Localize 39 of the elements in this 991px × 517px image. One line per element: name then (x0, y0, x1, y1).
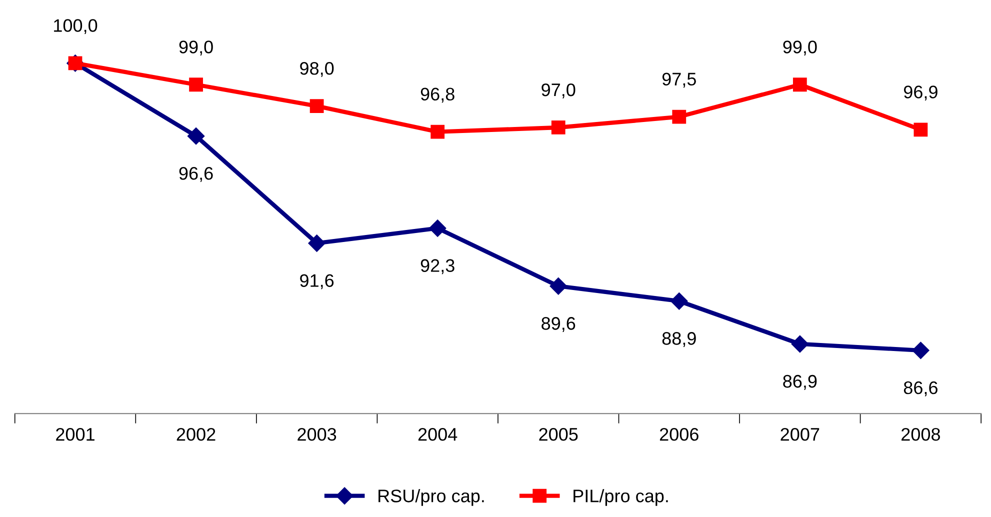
x-tick-label: 2003 (298, 428, 336, 441)
data-label: 96,9 (904, 86, 938, 101)
data-label: 97,5 (662, 72, 696, 88)
x-tick-label: 2004 (418, 428, 458, 441)
data-label: 91,6 (300, 274, 334, 290)
point (672, 110, 686, 124)
x-tick-label: 2008 (902, 428, 940, 441)
legend-label: PIL/pro cap. (574, 489, 668, 506)
point (189, 78, 203, 92)
point (914, 122, 928, 137)
point (310, 99, 324, 114)
data-label: 98,0 (300, 62, 334, 77)
x-tick-label: 2002 (176, 428, 216, 441)
legend-label: RSU/pro cap. (378, 489, 484, 506)
point (551, 120, 566, 134)
point (429, 220, 446, 237)
data-label: 96,6 (179, 167, 213, 182)
data-label: 86,9 (783, 374, 817, 390)
point (670, 292, 688, 310)
data-label: 99,0 (179, 40, 213, 56)
data-label: 88,9 (662, 332, 696, 347)
point (550, 278, 567, 295)
data-label: 99,0 (783, 40, 817, 56)
point (308, 234, 326, 252)
data-label: 96,8 (420, 88, 454, 103)
point (430, 124, 445, 139)
point (791, 335, 808, 353)
data-label: 100,0 (54, 19, 98, 34)
data-label: 92,3 (420, 259, 454, 274)
point (792, 78, 807, 92)
x-tick-label: 2006 (660, 428, 698, 441)
point (912, 342, 930, 359)
point (187, 128, 205, 145)
data-label: 89,6 (542, 317, 576, 332)
x-tick-label: 2001 (56, 428, 94, 441)
x-tick-label: 2005 (539, 428, 578, 441)
data-label: 86,6 (904, 381, 938, 396)
data-label: 97,0 (542, 83, 576, 98)
x-tick-label: 2007 (780, 428, 820, 441)
